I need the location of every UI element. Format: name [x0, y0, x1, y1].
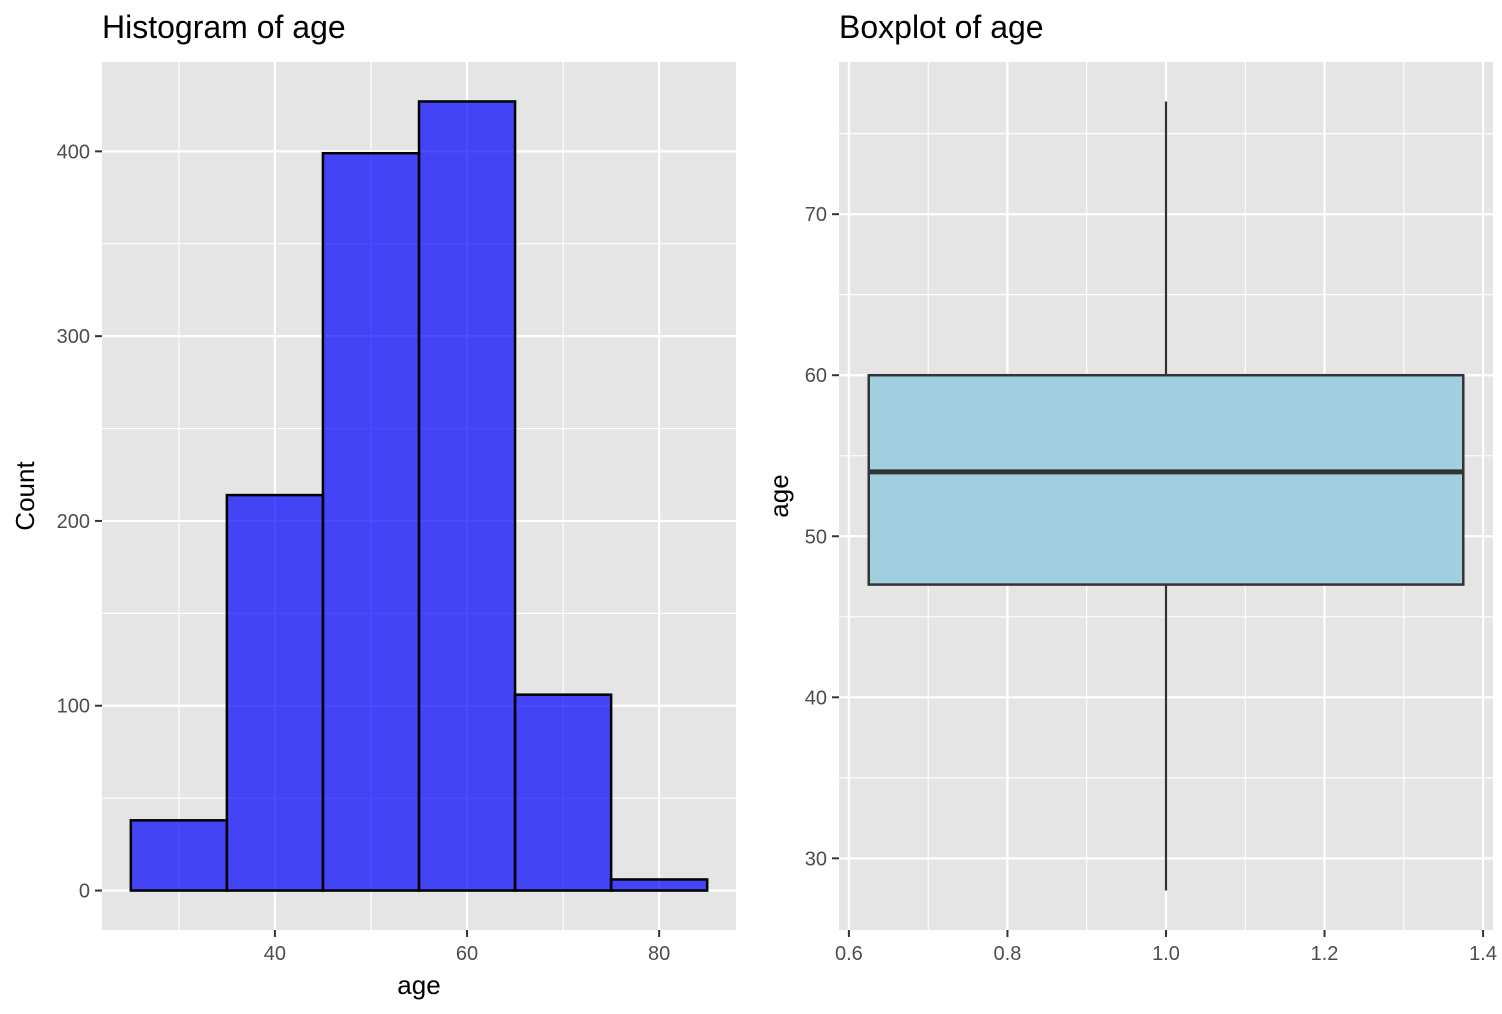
- boxplot-y-tick-label: 50: [805, 526, 827, 548]
- boxplot-x-tick-label: 0.6: [835, 943, 863, 965]
- boxplot-chart: Boxplot of age 30 40 50 60 70 0.6 0.8 1.0 1.2 1.…: [764, 9, 1497, 965]
- histogram-x-axis: 40 60 80: [264, 930, 670, 965]
- histogram-x-tick-label: 60: [456, 943, 478, 965]
- histogram-y-axis-title: Count: [10, 461, 40, 531]
- histogram-y-tick-label: 100: [57, 696, 90, 718]
- boxplot-y-tick-label: 70: [805, 204, 827, 226]
- histogram-x-axis-title: age: [397, 970, 440, 1000]
- histogram-bar: [417, 100, 517, 892]
- histogram-bar: [129, 819, 229, 892]
- histogram-bars: [129, 100, 709, 892]
- histogram-bar: [513, 693, 613, 892]
- boxplot-y-axis: 30 40 50 60 70: [805, 204, 839, 870]
- boxplot-y-tick-label: 60: [805, 365, 827, 387]
- boxplot-x-tick-label: 1.0: [1152, 943, 1180, 965]
- boxplot-x-tick-label: 1.4: [1469, 943, 1497, 965]
- histogram-y-tick-label: 300: [57, 326, 90, 348]
- histogram-x-tick-label: 40: [264, 943, 286, 965]
- histogram-y-tick-label: 400: [57, 141, 90, 163]
- boxplot-title: Boxplot of age: [839, 9, 1044, 45]
- histogram-y-tick-label: 0: [79, 881, 90, 903]
- histogram-x-tick-label: 80: [648, 943, 670, 965]
- boxplot-box: [867, 373, 1465, 586]
- boxplot-y-tick-label: 30: [805, 848, 827, 870]
- boxplot-x-tick-label: 0.8: [994, 943, 1022, 965]
- histogram-chart: Histogram of age 0 100 200 300 400 40 60 80 ag…: [10, 9, 736, 1000]
- histogram-bar: [321, 151, 421, 892]
- histogram-bar: [225, 493, 325, 892]
- boxplot-y-axis-title: age: [764, 474, 794, 517]
- boxplot-marks: [867, 101, 1465, 891]
- boxplot-y-tick-label: 40: [805, 687, 827, 709]
- histogram-y-tick-label: 200: [57, 511, 90, 533]
- histogram-bar: [609, 878, 709, 892]
- boxplot-x-tick-label: 1.2: [1311, 943, 1339, 965]
- boxplot-x-axis: 0.6 0.8 1.0 1.2 1.4: [835, 930, 1497, 965]
- histogram-title: Histogram of age: [102, 9, 346, 45]
- histogram-y-axis: 0 100 200 300 400: [57, 141, 102, 903]
